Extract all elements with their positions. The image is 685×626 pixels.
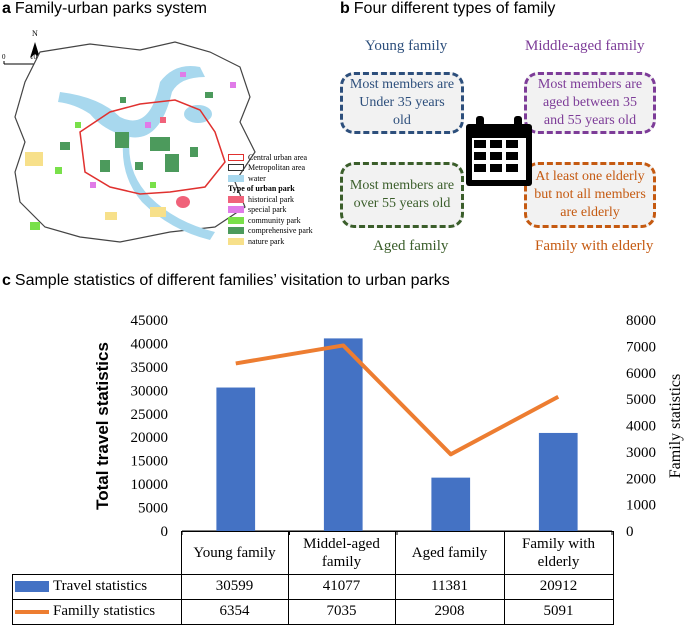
data-table: Young family Middel-aged family Aged fam…	[12, 531, 614, 625]
y-tick-left: 20000	[131, 430, 169, 446]
map-legend-label: nature park	[248, 236, 285, 246]
bar-travel	[216, 387, 256, 531]
map-legend-label: Type of urban park	[228, 184, 295, 194]
family-value-middle-aged: 7035	[287, 598, 396, 625]
bar-travel	[538, 432, 578, 531]
map-legend-swatch	[228, 164, 244, 172]
y-tick-right: 0	[626, 524, 634, 540]
map-legend-item: comprehensive park	[228, 226, 338, 237]
desc-young: Most members are Under 35 years old	[340, 72, 464, 134]
central-urban-area	[79, 99, 226, 195]
y-tick-right: 8000	[626, 313, 656, 329]
y-tick-left: 5000	[138, 501, 168, 517]
park-patches	[25, 72, 236, 230]
map-legend-item: special park	[228, 205, 338, 216]
family-value-aged: 2908	[394, 598, 505, 625]
map-legend-label: Central urban area	[248, 152, 308, 162]
y-tick-left: 30000	[131, 383, 169, 399]
family-value-with-elderly: 5091	[503, 598, 614, 625]
water-river	[58, 66, 205, 138]
map-legend-swatch	[228, 237, 244, 245]
desc-aged: Most members are over 55 years old	[340, 162, 464, 228]
map-legend-label: community park	[248, 215, 301, 225]
y-axis-label-left: Total travel statistics	[93, 342, 112, 510]
desc-middle-aged: Most members are aged between 35 and 55 …	[524, 72, 656, 134]
map-legend-item: Type of urban park	[228, 184, 338, 195]
map-legend-label: comprehensive park	[248, 226, 313, 236]
map-legend-swatch	[228, 227, 244, 235]
map-legend-item: Metropolitan area	[228, 163, 338, 174]
y-tick-left: 15000	[131, 454, 169, 470]
calendar-icon	[466, 116, 532, 186]
travel-value-young: 30599	[180, 573, 289, 600]
y-tick-left: 35000	[131, 360, 169, 376]
y-axis-label-right: Family statistics	[667, 374, 684, 478]
map-legend-item: Central urban area	[228, 152, 338, 163]
family-series-label: Familly statistics	[53, 603, 156, 619]
family-value-young: 6354	[180, 598, 289, 625]
travel-legend-swatch	[15, 581, 49, 593]
scale-zero: 0	[2, 53, 6, 61]
y-tick-right: 2000	[626, 471, 656, 487]
line-family	[235, 343, 560, 457]
map-legend-item: historical park	[228, 194, 338, 205]
panel-c-title: c Sample statistics of different families…	[2, 272, 450, 289]
map-legend-item: community park	[228, 215, 338, 226]
visitation-chart: 0500010000150002000025000300003500040000…	[93, 313, 684, 540]
desc-with-elderly: At least one elderly but not all members…	[524, 162, 656, 228]
table-row-travel: Travel statistics 30599 41077 11381 2091…	[12, 573, 614, 600]
y-tick-left: 45000	[131, 313, 169, 329]
family-type-young: Young family	[365, 38, 448, 54]
table-row-family: Familly statistics 6354 7035 2908 5091	[12, 598, 614, 625]
y-tick-right: 7000	[626, 339, 656, 355]
map-legend-label: special park	[248, 205, 287, 215]
family-type-with-elderly: Family with elderly	[535, 238, 654, 254]
travel-value-middle-aged: 41077	[287, 573, 396, 600]
map-legend-swatch	[228, 153, 244, 161]
map-legend-item: nature park	[228, 236, 338, 247]
category-middle-aged: Middel-aged family	[287, 531, 396, 575]
category-with-elderly: Family with elderly	[503, 531, 614, 575]
panel-a-title: a Family-urban parks system	[2, 0, 207, 17]
family-legend-swatch	[15, 609, 49, 614]
north-label: N	[32, 29, 38, 38]
y-tick-right: 1000	[626, 498, 656, 514]
bar-travel	[431, 477, 471, 531]
water-river-2	[122, 134, 215, 240]
map-legend-label: historical park	[248, 194, 294, 204]
y-tick-right: 4000	[626, 419, 656, 435]
y-tick-left: 10000	[131, 477, 169, 493]
travel-series-label: Travel statistics	[53, 578, 148, 594]
travel-value-with-elderly: 20912	[503, 573, 614, 600]
family-type-middle-aged: Middle-aged family	[525, 38, 645, 54]
map-legend-swatch	[228, 174, 244, 182]
map-legend-item: water	[228, 173, 338, 184]
park-map: N 0 10 km	[2, 29, 256, 243]
y-tick-left: 40000	[131, 336, 169, 352]
table-header-row: Young family Middel-aged family Aged fam…	[13, 531, 614, 575]
panel-b-title: b Four different types of family	[340, 0, 556, 17]
travel-value-aged: 11381	[394, 573, 505, 600]
map-legend-label: water	[248, 173, 266, 183]
map-legend-label: Metropolitan area	[248, 163, 306, 173]
north-arrow-icon	[30, 42, 40, 58]
bar-travel	[323, 338, 363, 531]
map-legend-swatch	[228, 195, 244, 203]
y-tick-left: 25000	[131, 407, 169, 423]
map-legend-swatch	[228, 216, 244, 224]
y-tick-left: 0	[161, 524, 169, 540]
family-type-aged: Aged family	[373, 238, 449, 254]
map-legend-swatch	[228, 206, 244, 214]
category-aged: Aged family	[394, 531, 505, 575]
y-tick-right: 6000	[626, 366, 656, 382]
y-tick-right: 3000	[626, 445, 656, 461]
category-young: Young family	[180, 531, 289, 575]
map-legend: Central urban area Metropolitan area water…	[228, 152, 338, 247]
y-tick-right: 5000	[626, 392, 656, 408]
